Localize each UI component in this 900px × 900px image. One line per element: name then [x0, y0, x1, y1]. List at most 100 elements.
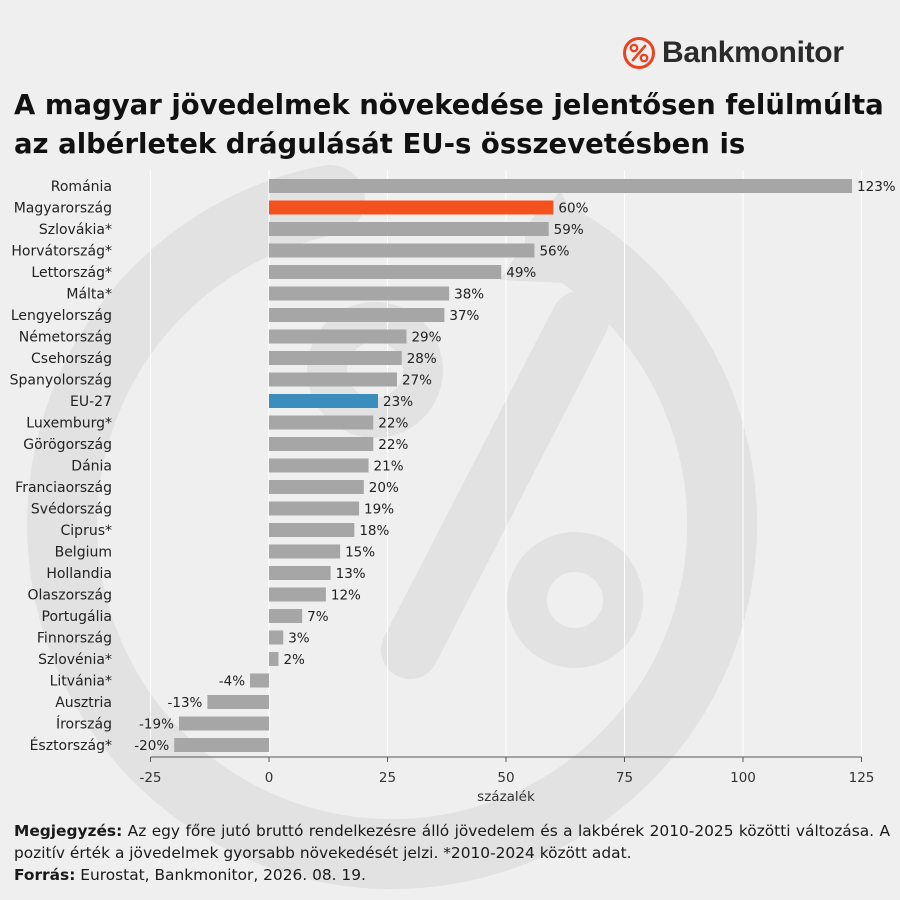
category-label: Hollandia [46, 566, 112, 582]
data-label: 20% [369, 480, 399, 496]
bar [207, 695, 269, 709]
category-label: Spanyolország [10, 373, 112, 389]
data-label: 3% [288, 631, 310, 647]
data-label: 37% [449, 308, 479, 324]
data-label: 123% [857, 179, 896, 195]
bar [269, 329, 407, 344]
bar [269, 351, 402, 365]
category-label: Lettország* [31, 265, 112, 281]
data-label: 59% [554, 222, 584, 238]
data-label: 27% [402, 373, 432, 389]
category-label: Málta* [66, 287, 112, 303]
category-label: Írország [56, 716, 112, 733]
bar [269, 308, 445, 322]
brand-name: Bankmonitor [662, 36, 844, 69]
bar [269, 372, 397, 387]
bar [269, 415, 374, 430]
data-label: 38% [454, 287, 484, 303]
data-label: -13% [167, 695, 202, 711]
category-label: Litvánia* [50, 674, 112, 690]
chart-title: A magyar jövedelmek növekedése jelentőse… [14, 89, 884, 160]
bar [178, 716, 269, 731]
x-tick-label: -25 [139, 770, 161, 786]
x-tick-label: 125 [849, 770, 875, 786]
category-label: Svédország [31, 502, 112, 518]
data-label: 22% [378, 416, 408, 432]
bar [269, 179, 853, 193]
source-label: Forrás: [14, 866, 76, 884]
data-label: 29% [411, 330, 441, 346]
category-label: Magyarország [14, 201, 112, 217]
category-label: Dánia [71, 459, 112, 475]
category-label: EU-27 [70, 394, 112, 410]
category-label: Románia [51, 179, 112, 195]
bar [269, 523, 355, 537]
bar [269, 609, 303, 623]
bar [269, 243, 535, 258]
data-label: 7% [307, 609, 329, 625]
category-label: Észtország* [30, 737, 112, 754]
bar [269, 265, 502, 279]
category-label: Lengyelország [11, 308, 112, 324]
x-tick-label: 75 [616, 770, 633, 786]
category-label: Szlovákia* [39, 222, 112, 238]
data-label: 60% [558, 201, 588, 217]
data-label: 49% [506, 265, 536, 281]
source-text: Eurostat, Bankmonitor, 2026. 08. 19. [80, 866, 366, 884]
category-label: Szlovénia* [38, 652, 112, 668]
x-tick-label: 100 [730, 770, 756, 786]
data-label: 19% [364, 502, 394, 518]
data-label: 13% [336, 566, 366, 582]
bar-chart: -25 0 25 50 75 100 125 százalék Románia 123% Magya… [10, 170, 896, 805]
bar [269, 566, 331, 580]
footnote: Megjegyzés: Az egy főre jutó bruttó rend… [14, 820, 890, 864]
brand-logo: Bankmonitor [622, 36, 844, 70]
data-label: 22% [378, 437, 408, 453]
bar [269, 480, 364, 494]
data-label: 12% [331, 588, 361, 604]
category-label: Ausztria [55, 695, 112, 711]
bar [250, 673, 269, 688]
category-label: Görögország [23, 437, 112, 453]
x-tick-label: 0 [265, 770, 274, 786]
category-label: Ciprus* [61, 523, 112, 539]
data-label: 56% [539, 244, 569, 260]
data-label: 21% [374, 459, 404, 475]
percent-circle-icon [623, 37, 655, 69]
data-label: -20% [134, 738, 169, 754]
data-label: 15% [345, 545, 375, 561]
data-label: -4% [219, 674, 245, 690]
category-label: Németország [19, 330, 112, 346]
x-axis-title: százalék [477, 789, 535, 805]
footer: Megjegyzés: Az egy főre jutó bruttó rend… [14, 820, 890, 886]
category-label: Olaszország [27, 588, 112, 604]
bar [269, 587, 326, 602]
bar [269, 200, 554, 215]
category-label: Luxemburg* [26, 416, 112, 432]
bar [269, 394, 379, 408]
note-label: Megjegyzés: [14, 822, 123, 840]
data-label: 18% [359, 523, 389, 539]
data-label: -19% [139, 717, 174, 733]
bar [269, 437, 374, 451]
category-label: Portugália [42, 609, 112, 625]
bar [269, 544, 341, 559]
note-text: Az egy főre jutó bruttó rendelkezésre ál… [14, 822, 890, 862]
bar [269, 458, 369, 473]
x-tick-label: 50 [497, 770, 514, 786]
category-label: Finnország [37, 631, 112, 647]
bar [269, 286, 450, 301]
data-label: 23% [383, 394, 413, 410]
data-label: 2% [283, 652, 305, 668]
bar [174, 738, 269, 752]
bar [269, 652, 279, 666]
x-tick-label: 25 [379, 770, 396, 786]
category-label: Csehország [31, 351, 112, 367]
category-label: Franciaország [15, 480, 112, 496]
bar [269, 630, 284, 645]
bar [269, 222, 549, 236]
bar [269, 501, 360, 516]
category-label: Belgium [55, 545, 112, 561]
data-label: 28% [407, 351, 437, 367]
